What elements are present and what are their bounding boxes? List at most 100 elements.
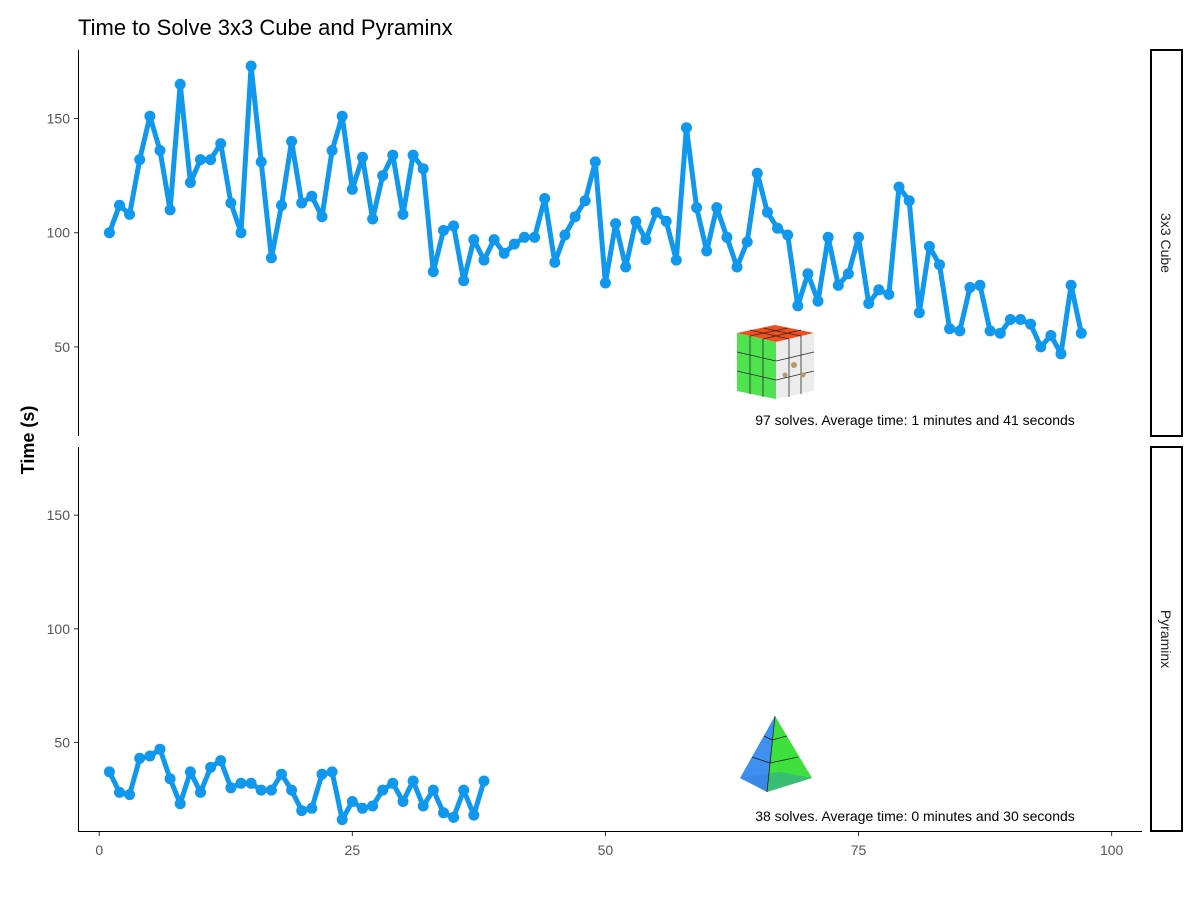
data-point <box>964 282 976 293</box>
data-point <box>721 231 733 243</box>
data-point <box>346 183 358 195</box>
x-ticks: 0 25 50 75 100 <box>95 832 1124 858</box>
data-point <box>458 275 470 287</box>
data-point <box>427 784 439 796</box>
data-point <box>883 288 895 300</box>
data-point <box>164 773 176 785</box>
data-point <box>103 766 115 778</box>
data-point <box>245 60 257 72</box>
data-point <box>438 224 449 236</box>
panel-pyraminx: 50 100 150 0 25 50 75 100 38 solves. Average t… <box>47 446 1183 858</box>
data-point <box>164 204 176 216</box>
data-point <box>478 775 490 787</box>
data-point <box>1025 318 1037 330</box>
x-tick-label: 50 <box>598 842 614 858</box>
data-point <box>478 254 490 266</box>
data-point <box>751 167 763 179</box>
data-point <box>579 195 591 207</box>
y-tick-label: 50 <box>54 339 70 355</box>
data-point <box>276 768 287 780</box>
series-pyraminx <box>103 743 490 826</box>
data-point <box>832 279 844 291</box>
data-point <box>782 229 794 241</box>
data-point <box>701 245 713 257</box>
data-point <box>1075 327 1087 339</box>
data-point <box>346 796 358 807</box>
data-point <box>336 110 348 122</box>
data-point <box>225 197 237 209</box>
data-point <box>144 110 156 122</box>
strip-label-pyraminx: Pyraminx <box>1158 610 1174 668</box>
data-point <box>1045 330 1057 341</box>
data-point <box>265 252 277 264</box>
data-point <box>367 213 379 225</box>
data-point <box>235 227 247 239</box>
data-point <box>286 135 298 147</box>
data-point <box>134 154 146 166</box>
data-point <box>114 786 125 798</box>
data-point <box>205 761 217 773</box>
data-point <box>296 805 308 817</box>
data-point <box>397 796 409 807</box>
data-point <box>448 811 460 823</box>
data-point <box>114 199 125 211</box>
data-point <box>407 775 419 787</box>
data-point <box>316 768 328 780</box>
rubiks-cube-icon <box>736 325 815 399</box>
data-point <box>761 206 773 218</box>
y-ticks: 50 100 150 <box>47 507 78 750</box>
data-point <box>630 215 642 227</box>
data-point <box>326 145 338 156</box>
data-point <box>417 163 429 175</box>
data-point <box>144 750 156 762</box>
data-point <box>154 743 166 755</box>
data-point <box>134 752 146 764</box>
data-point <box>397 208 409 220</box>
data-point <box>974 279 986 291</box>
data-point <box>994 327 1006 339</box>
data-point <box>569 211 581 223</box>
data-point <box>802 268 814 280</box>
data-point <box>174 78 186 90</box>
data-point <box>549 256 561 268</box>
series-3x3-cube <box>103 60 1087 360</box>
y-ticks: 50 100 150 <box>47 111 78 355</box>
data-point <box>276 199 287 211</box>
data-point <box>154 145 166 156</box>
data-point <box>508 238 520 250</box>
data-point <box>458 784 470 796</box>
data-point <box>195 786 206 798</box>
data-point <box>1055 348 1067 360</box>
data-point <box>255 156 267 168</box>
data-point <box>184 766 196 778</box>
x-tick-label: 100 <box>1100 842 1124 858</box>
data-point <box>822 231 834 243</box>
data-point <box>124 208 136 220</box>
data-point <box>296 197 308 209</box>
series-line <box>106 63 1084 357</box>
data-point <box>438 807 449 819</box>
data-point <box>1015 314 1026 325</box>
pyraminx-icon <box>740 715 812 793</box>
data-point <box>265 784 277 796</box>
data-point <box>488 234 500 246</box>
strip-label-3x3-cube: 3x3 Cube <box>1158 213 1174 273</box>
chart-title: Time to Solve 3x3 Cube and Pyraminx <box>78 15 453 40</box>
data-point <box>873 284 885 296</box>
data-point <box>468 809 480 821</box>
data-point <box>913 307 925 319</box>
data-point <box>215 138 227 150</box>
data-point <box>842 268 854 280</box>
y-tick-label: 100 <box>47 621 71 637</box>
data-point <box>711 202 723 214</box>
x-tick-label: 0 <box>95 842 103 858</box>
data-point <box>336 814 348 826</box>
annotation-3x3-cube: 97 solves. Average time: 1 minutes and 4… <box>755 412 1075 428</box>
data-point <box>772 222 783 234</box>
x-tick-label: 25 <box>345 842 361 858</box>
data-point <box>1035 341 1047 353</box>
data-point <box>731 261 743 273</box>
panel-3x3-cube: 50 100 150 97 solves. Average time: 1 minu… <box>47 49 1183 437</box>
data-point <box>539 193 551 204</box>
